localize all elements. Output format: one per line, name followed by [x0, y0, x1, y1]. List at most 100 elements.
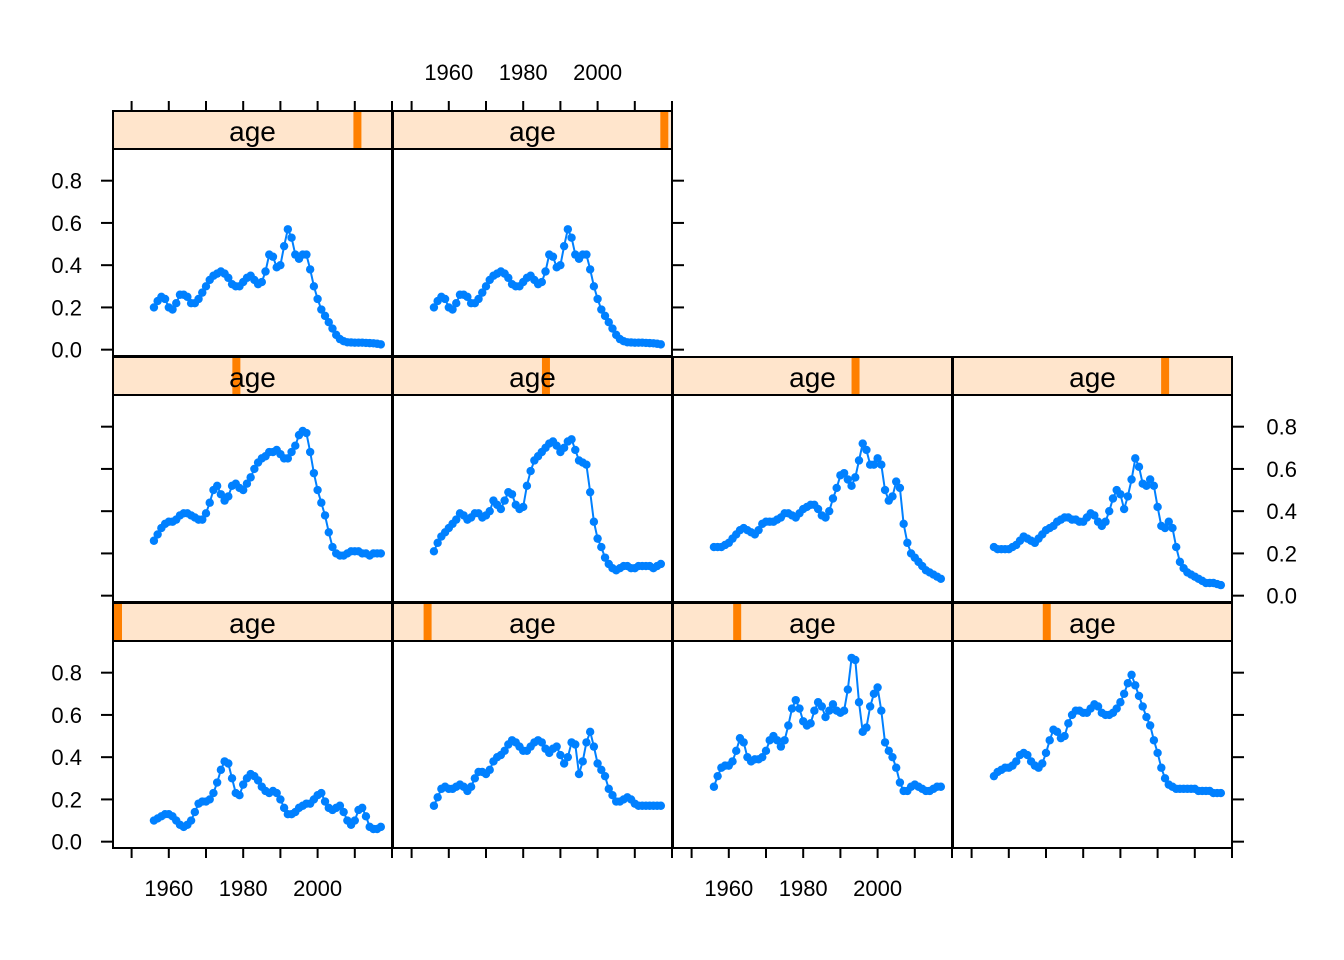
data-point: [466, 782, 476, 791]
data-point: [1023, 750, 1032, 760]
data-point: [571, 740, 580, 749]
data-point: [485, 765, 494, 775]
data-point: [433, 538, 442, 548]
data-point: [1145, 721, 1155, 730]
panel-2: age: [392, 110, 673, 357]
y-tick-label: 0.0: [1266, 584, 1297, 609]
data-point: [843, 475, 853, 484]
data-point: [328, 324, 337, 333]
data-point: [608, 324, 617, 333]
data-point: [440, 294, 450, 304]
strip-label: age: [1069, 362, 1116, 393]
data-point: [600, 553, 610, 562]
data-point: [149, 536, 159, 545]
y-tick-label: 0.8: [1266, 415, 1297, 440]
data-point: [429, 801, 439, 810]
y-tick-label: 0.8: [51, 169, 82, 194]
data-point: [1012, 757, 1021, 766]
data-point: [172, 298, 181, 308]
data-point: [865, 702, 875, 711]
data-point: [589, 282, 599, 291]
y-tick-label: 0.4: [51, 745, 82, 770]
data-point: [198, 515, 207, 524]
data-point: [160, 294, 170, 304]
x-tick-label: 2000: [573, 60, 622, 85]
data-point: [358, 803, 367, 813]
data-point: [903, 538, 912, 548]
data-point: [205, 498, 214, 507]
data-point: [320, 311, 330, 321]
data-point: [537, 738, 546, 747]
data-point: [1168, 523, 1177, 533]
data-point: [1105, 506, 1114, 516]
data-point: [279, 241, 289, 251]
data-point: [361, 812, 371, 821]
data-point: [1038, 759, 1047, 768]
data-point: [1131, 454, 1140, 463]
data-point: [582, 738, 591, 747]
strip-label: age: [509, 608, 556, 639]
panel-1: age: [112, 110, 393, 357]
data-point: [224, 759, 233, 768]
y-tick-label: 0.2: [1266, 541, 1297, 566]
data-point: [873, 683, 882, 692]
data-point: [1216, 580, 1226, 590]
data-point: [317, 305, 326, 314]
data-point: [884, 746, 893, 756]
data-point: [537, 277, 546, 287]
y-tick-label: 0.8: [51, 661, 82, 686]
data-point: [772, 736, 782, 745]
panel-frame: [112, 148, 393, 357]
panel-6: age: [952, 356, 1233, 603]
data-point: [305, 265, 315, 274]
data-point: [556, 750, 565, 760]
data-point: [198, 288, 207, 297]
data-point: [1108, 494, 1118, 503]
data-point: [810, 706, 819, 715]
panel-frame: [672, 394, 953, 603]
data-point: [888, 752, 897, 762]
data-point: [541, 267, 550, 276]
data-point: [1142, 712, 1151, 722]
data-point: [239, 485, 248, 495]
series-line: [712, 656, 941, 792]
y-tick-label: 0.0: [51, 338, 82, 363]
data-point: [877, 706, 886, 715]
data-point: [1116, 698, 1125, 707]
data-point: [548, 252, 558, 261]
y-tick-label: 0.2: [51, 295, 82, 320]
data-point: [563, 752, 573, 762]
data-point: [597, 765, 606, 775]
data-point: [429, 303, 439, 312]
data-point: [851, 473, 860, 482]
data-point: [261, 267, 270, 276]
panel-5: age: [672, 356, 953, 603]
data-point: [556, 260, 565, 270]
data-point: [780, 736, 789, 745]
x-tick-label: 1980: [499, 60, 548, 85]
series-line: [432, 437, 662, 572]
data-point: [869, 689, 879, 699]
data-point: [429, 547, 439, 556]
panel-9: age: [672, 602, 953, 849]
panel-8: age: [392, 602, 673, 849]
data-point: [1127, 670, 1136, 679]
strip-level-indicator: [232, 358, 241, 394]
data-point: [1060, 731, 1069, 741]
strip-background: [392, 602, 673, 642]
panel-frame: [392, 148, 673, 357]
data-point: [190, 807, 200, 817]
data-point: [253, 776, 263, 785]
data-point: [246, 473, 255, 482]
y-tick-label: 0.6: [51, 211, 82, 236]
data-point: [168, 305, 177, 314]
data-point: [936, 782, 946, 791]
data-point: [291, 441, 300, 450]
data-point: [309, 282, 319, 291]
data-point: [604, 784, 613, 794]
data-point: [821, 513, 830, 522]
data-point: [825, 706, 834, 715]
data-point: [1160, 523, 1170, 533]
strip-label: age: [509, 362, 556, 393]
